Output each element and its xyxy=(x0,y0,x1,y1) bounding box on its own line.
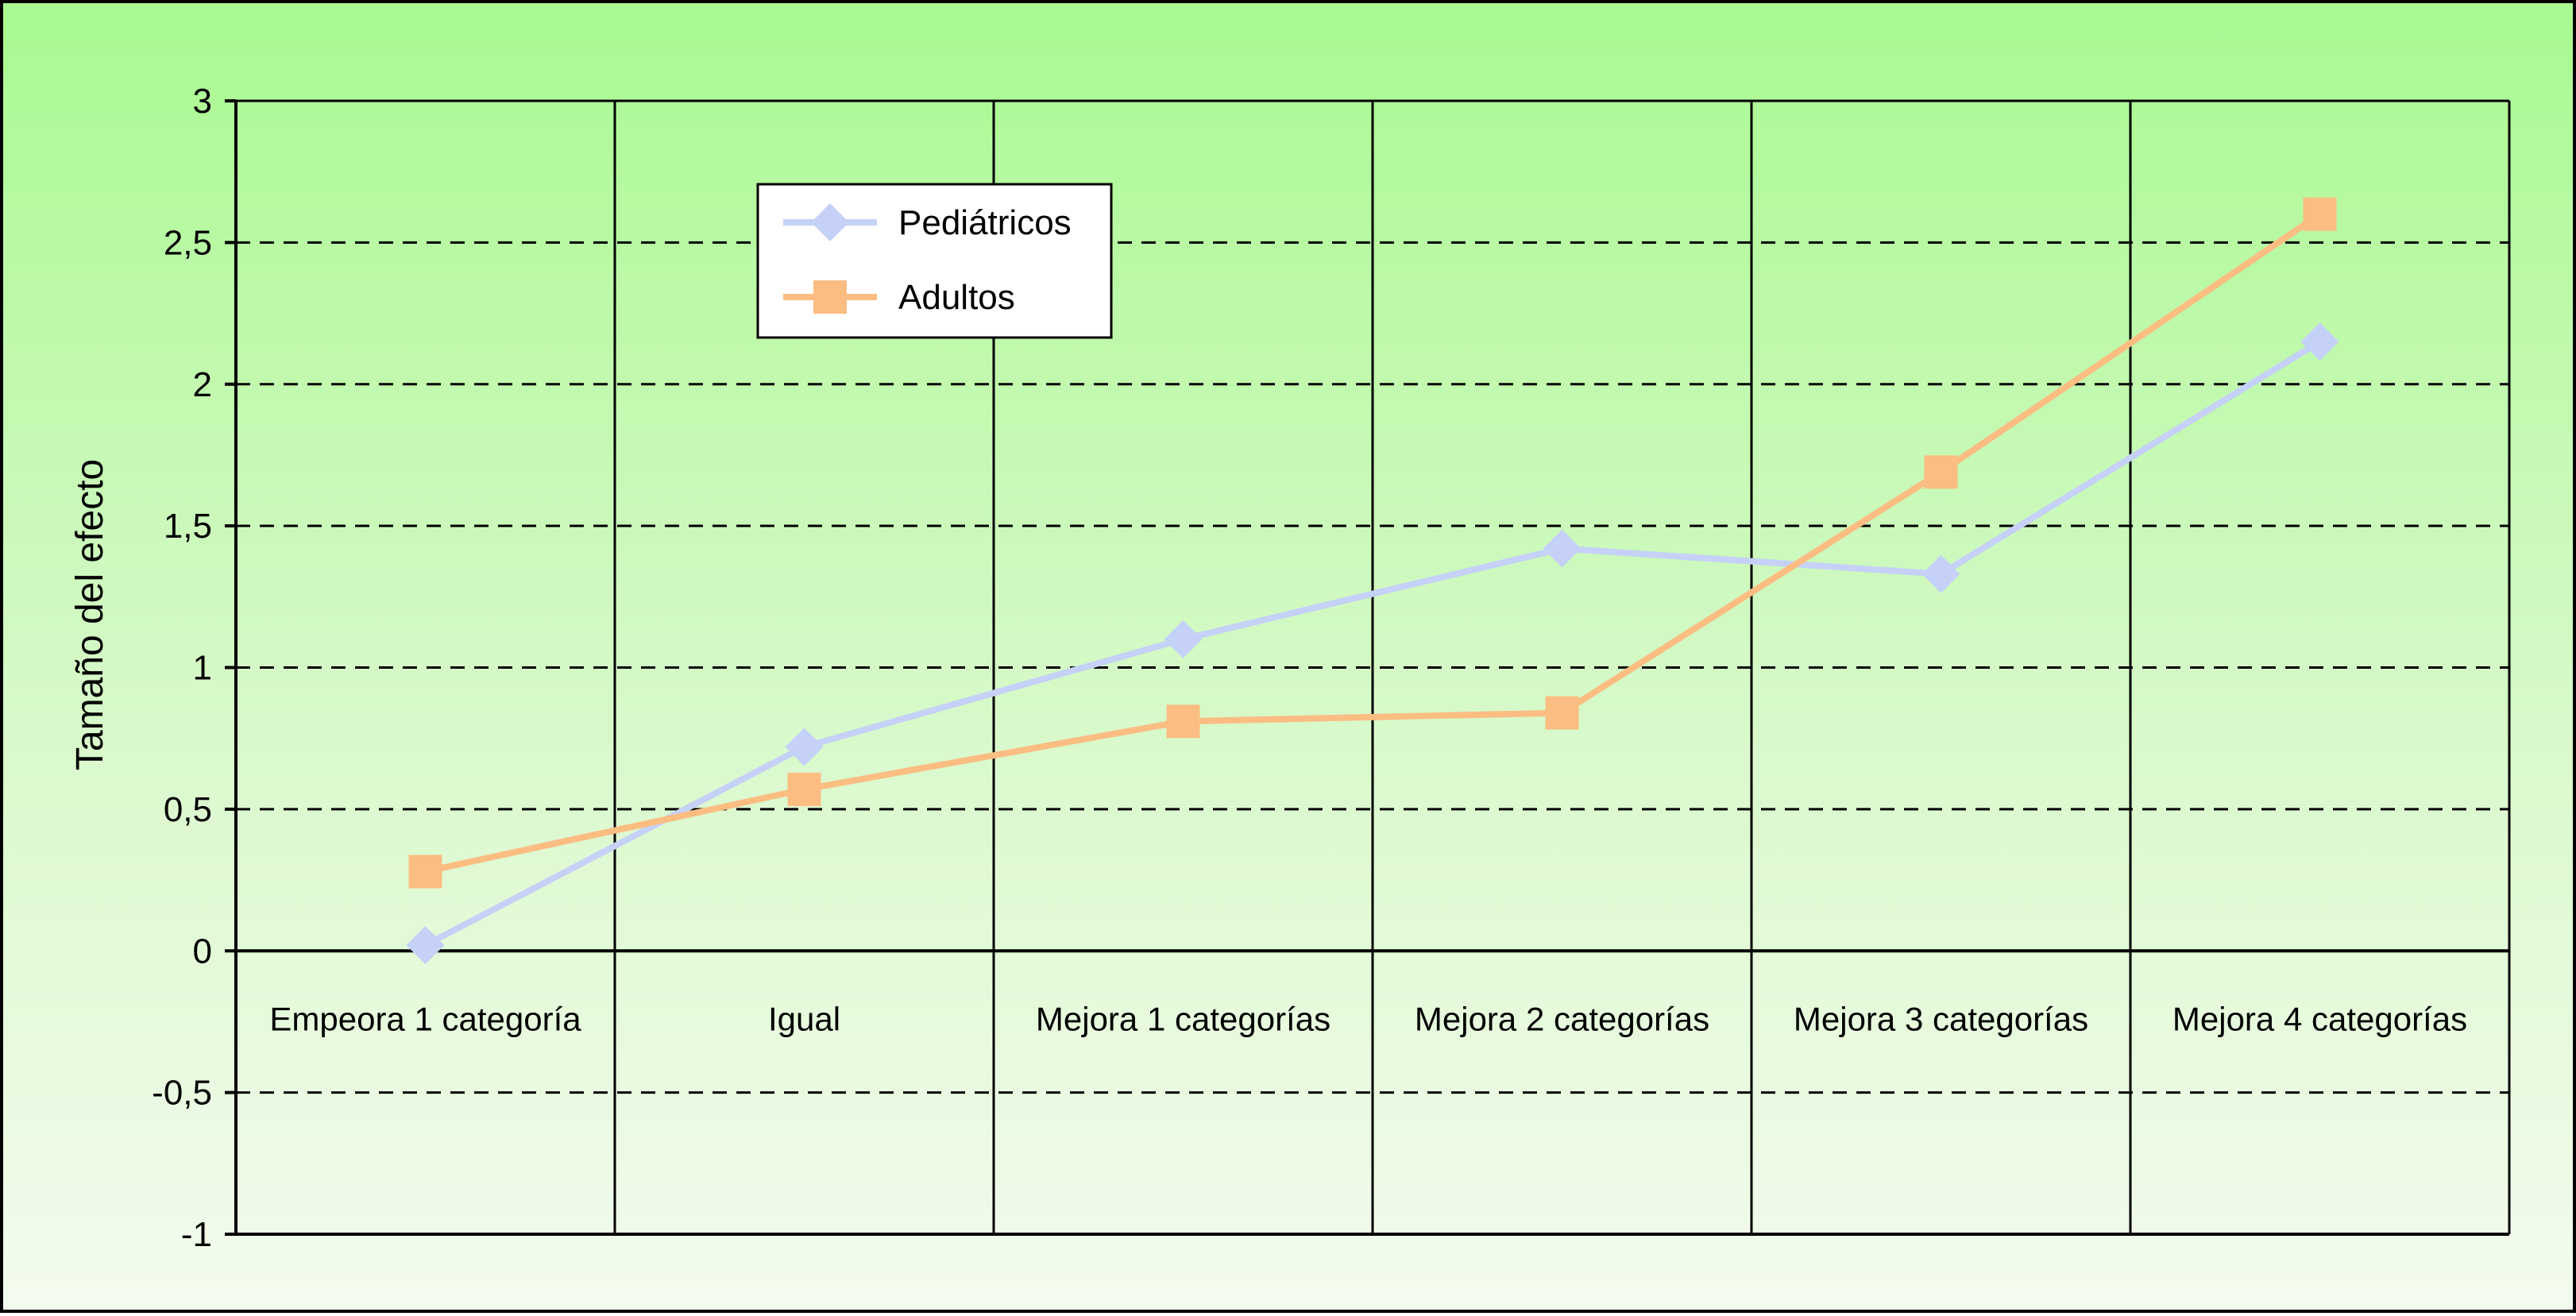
series-0-point xyxy=(785,727,824,766)
y-tick-label: -0,5 xyxy=(152,1074,212,1113)
series-1-point xyxy=(2303,197,2337,231)
legend-label: Pediátricos xyxy=(898,203,1072,242)
category-label: Empeora 1 categoría xyxy=(269,1000,581,1037)
series-1-point xyxy=(1924,455,1958,489)
series-1-point xyxy=(787,772,821,806)
axis-layer: -1 -0,5 0 0,5 1 1,5 2 2,5 3 Empeora 1 categoría Ig… xyxy=(152,82,2509,1254)
y-tick-label: 0,5 xyxy=(164,790,212,829)
series-1-point xyxy=(1166,704,1200,739)
legend-swatch-marker xyxy=(811,203,849,241)
series-1-point xyxy=(1545,696,1579,730)
series-1-point xyxy=(408,855,442,889)
series-0-point xyxy=(406,926,445,965)
y-tick-label: 2 xyxy=(193,365,212,404)
category-label: Mejora 3 categorías xyxy=(1794,1000,2088,1037)
series-0-point xyxy=(2300,322,2339,361)
category-label: Mejora 4 categorías xyxy=(2172,1000,2467,1037)
y-tick-label: 0 xyxy=(193,932,212,971)
y-tick-label: 2,5 xyxy=(164,223,212,262)
y-tick-label: -1 xyxy=(181,1215,212,1254)
legend: Pediátricos Adultos xyxy=(756,183,1113,339)
legend-swatch-marker xyxy=(813,280,847,314)
series-line-0 xyxy=(423,338,2322,948)
category-label: Mejora 1 categorías xyxy=(1036,1000,1330,1037)
legend-label: Adultos xyxy=(898,278,1015,317)
y-tick-label: 3 xyxy=(193,82,212,121)
category-label: Mejora 2 categorías xyxy=(1415,1000,1709,1037)
series-0-point xyxy=(1543,529,1582,568)
y-axis-title: Tamaño del efecto xyxy=(69,459,111,770)
series-0-point xyxy=(1921,554,1960,593)
y-tick-label: 1,5 xyxy=(164,507,212,546)
line-chart: -1 -0,5 0 0,5 1 1,5 2 2,5 3 Empeora 1 categoría Ig… xyxy=(69,82,2511,1254)
grid-layer xyxy=(236,99,2511,1234)
series-line-1 xyxy=(424,211,2322,875)
series-layer xyxy=(406,197,2339,965)
y-tick-label: 1 xyxy=(193,649,212,688)
category-label: Igual xyxy=(768,1000,840,1037)
series-0-point xyxy=(1164,619,1203,658)
